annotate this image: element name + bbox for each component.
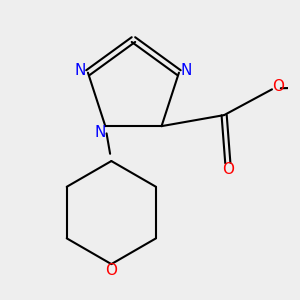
Text: N: N xyxy=(181,63,192,78)
Text: O: O xyxy=(105,263,117,278)
Text: N: N xyxy=(74,63,86,78)
Text: O: O xyxy=(222,162,234,177)
Text: N: N xyxy=(95,125,106,140)
Text: O: O xyxy=(273,79,285,94)
